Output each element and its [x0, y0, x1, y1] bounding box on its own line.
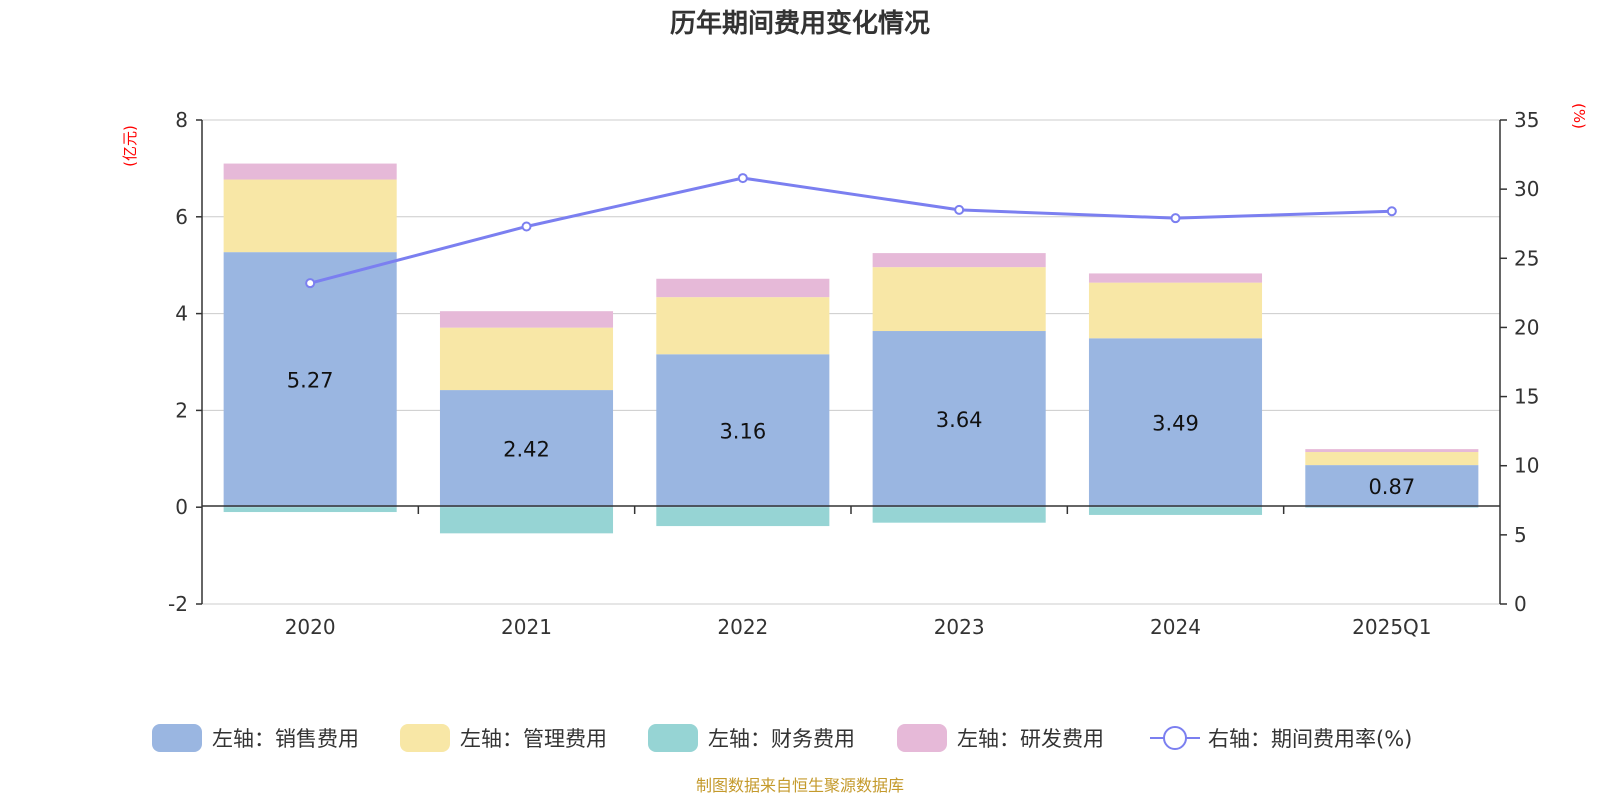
- sales-data-label: 3.64: [936, 408, 983, 432]
- right-axis-unit: (%): [1570, 103, 1588, 129]
- right-axis-tick-label: 5: [1514, 523, 1527, 547]
- rate-line: [309, 176, 1392, 285]
- legend-swatch-rate-marker: [1163, 726, 1187, 750]
- bar-sales: [439, 390, 614, 508]
- data-labels: 5.27 2.42 3.16 3.64 3.49 0.87: [287, 369, 1415, 499]
- legend-swatch-rd: [897, 724, 947, 752]
- sales-data-label: 5.27: [287, 369, 334, 393]
- right-axis-tick-label: 35: [1514, 108, 1539, 132]
- bar-sales: [872, 331, 1046, 508]
- rate-point: [954, 204, 965, 215]
- left-axis-tick-label: 8: [175, 108, 188, 132]
- legend-label: 左轴：研发费用: [957, 727, 1104, 751]
- right-axis-tick-label: 15: [1514, 385, 1539, 409]
- rate-point: [1170, 213, 1181, 224]
- bar-admin: [656, 297, 830, 355]
- chart-title: 历年期间费用变化情况: [670, 8, 930, 39]
- right-axis-tick-label: 30: [1514, 177, 1539, 201]
- sales-data-label: 3.49: [1152, 412, 1199, 436]
- bar-rd: [656, 278, 830, 298]
- left-axis-unit: (亿元): [121, 125, 139, 167]
- bar-series: [223, 163, 1479, 534]
- right-axis-tick-label: 10: [1514, 454, 1539, 478]
- legend-label: 左轴：管理费用: [460, 727, 607, 751]
- bar-rd: [223, 163, 397, 180]
- bar-finance: [1088, 507, 1263, 515]
- right-axis-tick-label: 25: [1514, 246, 1539, 270]
- x-axis-tick-label: 2022: [717, 615, 768, 639]
- bar-rd: [1305, 449, 1479, 453]
- bar-rd: [1088, 273, 1263, 283]
- bar-sales: [1305, 465, 1479, 508]
- sales-data-label: 3.16: [719, 420, 766, 444]
- rate-point: [737, 173, 748, 184]
- x-axis-tick-label: 2025Q1: [1352, 615, 1431, 639]
- right-axis-tick-label: 0: [1514, 592, 1527, 616]
- left-axis-tick-label: 2: [175, 398, 188, 422]
- right-axis-tick-label: 20: [1514, 315, 1539, 339]
- bar-admin: [439, 327, 614, 391]
- legend-label: 右轴：期间费用率(%): [1208, 727, 1412, 751]
- rate-line-series: [305, 173, 1397, 289]
- x-axis-tick-label: 2020: [285, 615, 336, 639]
- rate-point: [305, 278, 316, 289]
- legend-swatch-sales: [152, 724, 202, 752]
- bar-admin: [1305, 452, 1479, 466]
- bar-rd: [439, 311, 614, 328]
- bar-finance: [872, 507, 1046, 523]
- axes: -2 0 2 4 6 8 2020 2021 2022 2023 2024 2025Q1 0 5 10 15 2…: [168, 108, 1539, 639]
- bar-admin: [1088, 282, 1263, 339]
- source-note: 制图数据来自恒生聚源数据库: [696, 776, 904, 795]
- sales-data-label: 0.87: [1368, 475, 1415, 499]
- bar-sales: [223, 252, 397, 508]
- left-axis-tick-label: -2: [168, 592, 188, 616]
- bar-sales: [656, 354, 830, 508]
- rate-point: [1386, 206, 1397, 217]
- bar-sales: [1088, 338, 1263, 508]
- x-axis-tick-label: 2023: [934, 615, 985, 639]
- left-axis-tick-label: 4: [175, 302, 188, 326]
- legend: 左轴：销售费用 左轴：管理费用 左轴：财务费用 左轴：研发费用 右轴：期间费用率(%): [152, 724, 1412, 752]
- bar-admin: [872, 267, 1046, 332]
- bar-rd: [872, 253, 1046, 268]
- left-axis-tick-label: 6: [175, 205, 188, 229]
- left-axis-tick-label: 0: [175, 495, 188, 519]
- grid-lines: [202, 119, 1500, 605]
- bar-finance: [223, 507, 397, 513]
- legend-swatch-finance: [648, 724, 698, 752]
- legend-label: 左轴：销售费用: [212, 727, 359, 751]
- rate-point: [521, 221, 532, 232]
- sales-data-label: 2.42: [503, 438, 550, 462]
- x-axis-tick-label: 2021: [501, 615, 552, 639]
- bar-admin: [223, 179, 397, 253]
- legend-swatch-admin: [400, 724, 450, 752]
- legend-label: 左轴：财务费用: [708, 727, 855, 751]
- bar-finance: [656, 507, 830, 527]
- bar-finance: [439, 507, 614, 534]
- x-axis-tick-label: 2024: [1150, 615, 1201, 639]
